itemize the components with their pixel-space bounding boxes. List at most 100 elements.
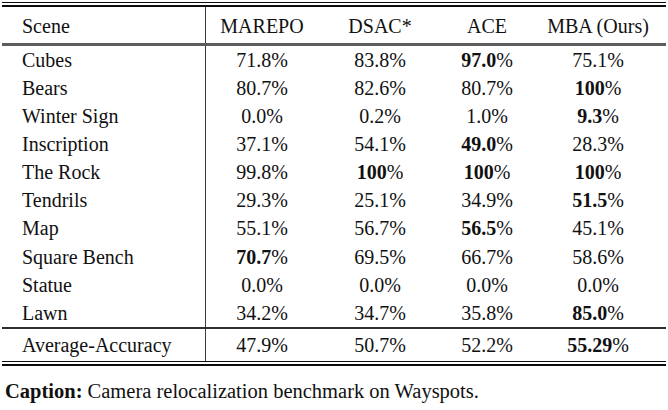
value-number: 0.0 — [241, 274, 266, 296]
value-cell: 25.1% — [318, 186, 442, 214]
value-cell: 83.8% — [318, 46, 442, 74]
percent-sign: % — [605, 77, 622, 99]
percent-sign: % — [271, 334, 288, 356]
value-cell: 80.7% — [206, 74, 318, 102]
column-header-dsac: DSAC* — [318, 7, 442, 43]
table-body: Cubes71.8%83.8%97.0%75.1%Bears80.7%82.6%… — [2, 46, 666, 327]
value-number: 100 — [575, 161, 605, 183]
percent-sign: % — [389, 217, 406, 239]
scene-cell: Winter Sign — [2, 102, 206, 130]
percent-sign: % — [389, 49, 406, 71]
percent-sign: % — [271, 217, 288, 239]
table-row: Bears80.7%82.6%80.7%100% — [2, 74, 664, 102]
table-row: Statue0.0%0.0%0.0%0.0% — [2, 271, 664, 299]
value-number: 85.0 — [572, 302, 607, 324]
value-cell: 50.7% — [318, 329, 442, 361]
value-number: 56.5 — [461, 217, 496, 239]
value-cell: 100% — [318, 158, 442, 186]
value-number: 45.1 — [572, 217, 607, 239]
value-cell: 37.1% — [206, 130, 318, 158]
table-row: Square Bench70.7%69.5%66.7%58.6% — [2, 243, 664, 271]
percent-sign: % — [607, 217, 624, 239]
value-number: 35.8 — [461, 302, 496, 324]
value-number: 55.1 — [236, 217, 271, 239]
percent-sign: % — [607, 189, 624, 211]
percent-sign: % — [496, 77, 513, 99]
value-cell: 28.3% — [532, 130, 664, 158]
percent-sign: % — [602, 105, 619, 127]
value-cell: 45.1% — [532, 214, 664, 242]
value-number: 80.7 — [461, 77, 496, 99]
scene-cell: Lawn — [2, 299, 206, 327]
value-number: 58.6 — [572, 246, 607, 268]
table-row: The Rock99.8%100%100%100% — [2, 158, 664, 186]
value-number: 69.5 — [354, 246, 389, 268]
value-number: 0.0 — [466, 274, 491, 296]
value-cell: 34.2% — [206, 299, 318, 327]
percent-sign: % — [496, 189, 513, 211]
column-header-marepo: MAREPO — [206, 7, 318, 43]
value-number: 0.0 — [359, 274, 384, 296]
value-cell: 0.0% — [532, 271, 664, 299]
percent-sign: % — [389, 77, 406, 99]
percent-sign: % — [491, 274, 508, 296]
value-cell: 0.0% — [318, 271, 442, 299]
value-cell: 56.5% — [442, 214, 532, 242]
value-cell: 29.3% — [206, 186, 318, 214]
caption-text: Camera relocalization benchmark on Waysp… — [88, 380, 479, 402]
value-cell: 35.8% — [442, 299, 532, 327]
value-cell: 55.29% — [532, 329, 664, 361]
percent-sign: % — [496, 334, 513, 356]
percent-sign: % — [266, 105, 283, 127]
table-row: Map55.1%56.7%56.5%45.1% — [2, 214, 664, 242]
table-row: Lawn34.2%34.7%35.8%85.0% — [2, 299, 664, 327]
value-cell: 97.0% — [442, 46, 532, 74]
value-number: 83.8 — [354, 49, 389, 71]
value-cell: 80.7% — [442, 74, 532, 102]
value-cell: 9.3% — [532, 102, 664, 130]
value-number: 56.7 — [354, 217, 389, 239]
value-cell: 52.2% — [442, 329, 532, 361]
value-cell: 85.0% — [532, 299, 664, 327]
percent-sign: % — [389, 189, 406, 211]
value-number: 82.6 — [354, 77, 389, 99]
value-number: 34.2 — [236, 302, 271, 324]
value-number: 28.3 — [572, 133, 607, 155]
table-caption: Caption: Camera relocalization benchmark… — [2, 378, 666, 404]
value-cell: 51.5% — [532, 186, 664, 214]
percent-sign: % — [271, 133, 288, 155]
percent-sign: % — [389, 334, 406, 356]
value-number: 75.1 — [572, 49, 607, 71]
value-cell: 49.0% — [442, 130, 532, 158]
column-header-ace: ACE — [442, 7, 532, 43]
value-number: 34.7 — [354, 302, 389, 324]
table-row: Winter Sign0.0%0.2%1.0%9.3% — [2, 102, 664, 130]
percent-sign: % — [494, 161, 511, 183]
value-cell: 75.1% — [532, 46, 664, 74]
value-number: 9.3 — [577, 105, 602, 127]
value-number: 34.9 — [461, 189, 496, 211]
percent-sign: % — [496, 49, 513, 71]
value-cell: 56.7% — [318, 214, 442, 242]
scene-cell: Square Bench — [2, 243, 206, 271]
percent-sign: % — [491, 105, 508, 127]
percent-sign: % — [271, 49, 288, 71]
value-cell: 47.9% — [206, 329, 318, 361]
value-cell: 58.6% — [532, 243, 664, 271]
value-number: 55.29 — [567, 334, 612, 356]
value-number: 0.0 — [577, 274, 602, 296]
value-number: 0.2 — [359, 105, 384, 127]
value-cell: 34.7% — [318, 299, 442, 327]
value-number: 25.1 — [354, 189, 389, 211]
percent-sign: % — [389, 302, 406, 324]
value-cell: 66.7% — [442, 243, 532, 271]
percent-sign: % — [496, 246, 513, 268]
scene-cell: The Rock — [2, 158, 206, 186]
value-cell: 54.1% — [318, 130, 442, 158]
value-number: 66.7 — [461, 246, 496, 268]
value-number: 99.8 — [236, 161, 271, 183]
scene-cell: Bears — [2, 74, 206, 102]
percent-sign: % — [496, 133, 513, 155]
percent-sign: % — [271, 246, 288, 268]
table-bottom-rule — [2, 361, 666, 366]
